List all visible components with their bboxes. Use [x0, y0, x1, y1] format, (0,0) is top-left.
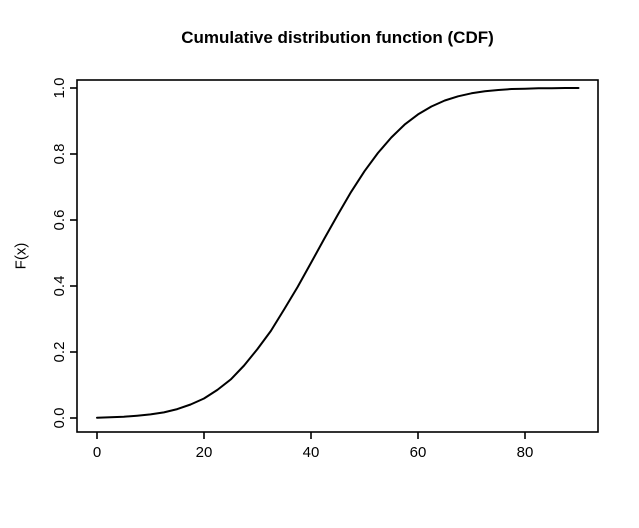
x-tick-label: 40: [303, 444, 320, 461]
y-tick-label: 0.4: [51, 276, 68, 297]
y-tick-label: 0.0: [51, 408, 68, 429]
plot-box: [76, 79, 599, 433]
x-tick-label: 0: [93, 444, 101, 461]
x-tick-label: 80: [517, 444, 534, 461]
y-tick-label: 0.2: [51, 342, 68, 363]
y-tick-label: 1.0: [51, 78, 68, 99]
x-tick-label: 20: [196, 444, 213, 461]
y-tick-label: 0.6: [51, 210, 68, 231]
y-tick-label: 0.8: [51, 144, 68, 165]
chart-title: Cumulative distribution function (CDF): [181, 28, 494, 47]
x-tick-label: 60: [410, 444, 427, 461]
cdf-curve: [96, 87, 580, 419]
